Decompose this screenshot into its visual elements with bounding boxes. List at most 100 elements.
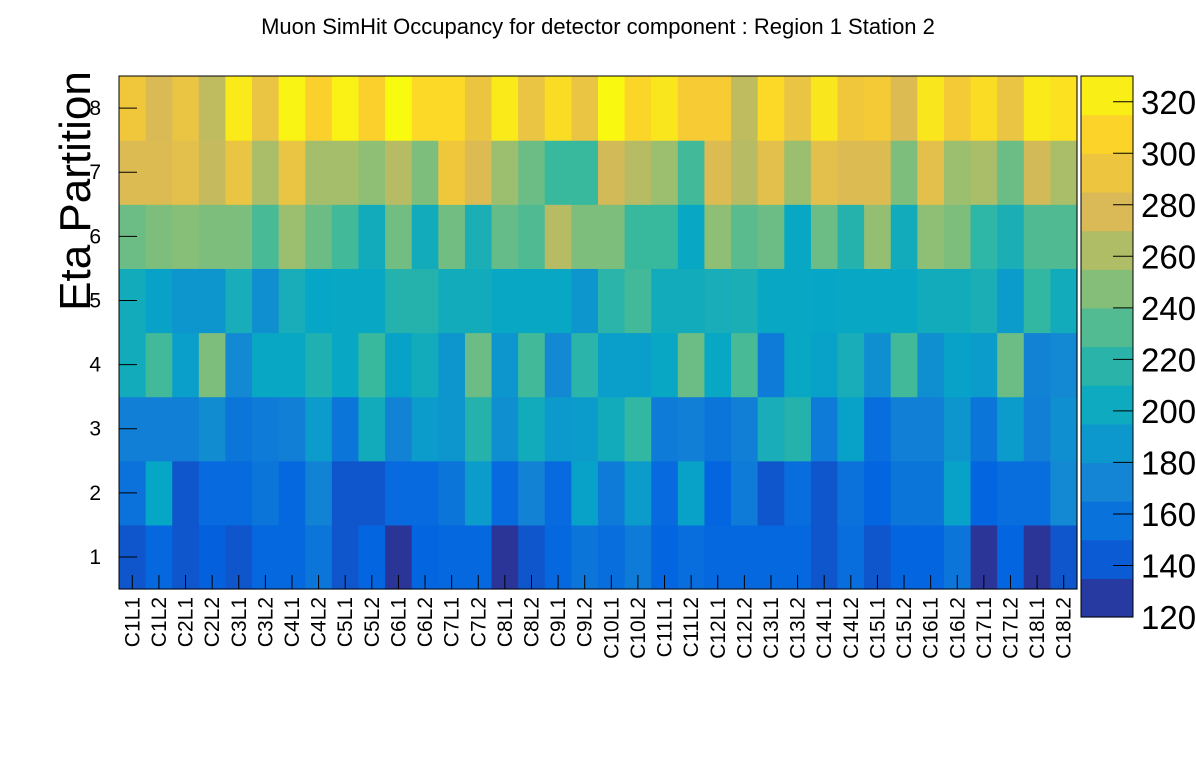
- heatmap-cell: [331, 76, 360, 141]
- y-tick-label: 5: [89, 289, 101, 312]
- color-scale-segment: [1081, 76, 1133, 116]
- heatmap-cell: [624, 140, 652, 205]
- heatmap-cell: [438, 332, 466, 398]
- x-tick-label: C4L2: [308, 597, 331, 647]
- x-tick-label: C17L2: [1000, 597, 1023, 659]
- heatmap-cell: [225, 268, 253, 334]
- heatmap-cell: [704, 460, 732, 526]
- heatmap-cell: [837, 140, 865, 205]
- heatmap-cell: [890, 460, 918, 526]
- x-tick-label: C12L2: [733, 597, 756, 659]
- heatmap-cell: [571, 76, 599, 141]
- color-scale-segment: [1081, 385, 1133, 425]
- heatmap-cell: [145, 268, 173, 334]
- heatmap-cell: [704, 76, 732, 141]
- color-scale-label: 240: [1141, 290, 1196, 327]
- heatmap-cell: [358, 460, 386, 526]
- color-scale-segment: [1081, 191, 1133, 232]
- heatmap-cell: [464, 140, 493, 205]
- heatmap-cell: [651, 396, 679, 462]
- heatmap-cell: [225, 332, 253, 398]
- heatmap-cell: [1050, 460, 1078, 526]
- heatmap-cell: [943, 140, 972, 205]
- heatmap-cell: [198, 332, 227, 398]
- heatmap-cell: [624, 204, 652, 269]
- x-tick-label: C2L1: [175, 597, 198, 647]
- x-tick-label: C7L1: [441, 597, 464, 647]
- y-tick-label: 1: [89, 546, 101, 569]
- heatmap-cell: [358, 396, 386, 462]
- x-tick-label: C10L2: [627, 597, 650, 659]
- x-tick-label: C18L1: [1026, 597, 1049, 659]
- heatmap-cell: [757, 204, 785, 269]
- heatmap-cell: [571, 140, 599, 205]
- color-scale-bar: [1080, 75, 1134, 618]
- heatmap-cell: [544, 268, 572, 334]
- heatmap-cell: [358, 268, 386, 334]
- x-tick-label: C13L2: [787, 597, 810, 659]
- heatmap-cell: [890, 396, 918, 462]
- heatmap-cell: [837, 268, 865, 334]
- heatmap-cell: [278, 332, 306, 398]
- heatmap-cell: [358, 140, 386, 205]
- heatmap-cell: [491, 76, 519, 141]
- heatmap-cell: [571, 204, 599, 269]
- heatmap-cell: [1023, 460, 1051, 526]
- color-scale-segment: [1081, 462, 1133, 502]
- heatmap-cell: [677, 140, 706, 205]
- heatmap-cell: [278, 396, 306, 462]
- color-scale-segment: [1081, 114, 1133, 154]
- x-tick-label: C1L2: [148, 597, 171, 647]
- heatmap-cell: [1050, 332, 1078, 398]
- heatmap-cell: [624, 396, 652, 462]
- x-tick-label: C11L2: [680, 597, 703, 657]
- heatmap-cell: [411, 332, 439, 398]
- x-tick-label: C6L1: [387, 597, 410, 647]
- color-scale-segment: [1081, 230, 1133, 270]
- heatmap-cell: [731, 396, 759, 462]
- heatmap-cell: [624, 268, 652, 334]
- heatmap-cell: [864, 460, 892, 526]
- heatmap-cell: [385, 332, 413, 398]
- heatmap-cell: [172, 204, 200, 269]
- heatmap-cell: [837, 76, 865, 141]
- color-scale-label: 180: [1141, 444, 1196, 481]
- x-tick-label: C13L1: [760, 597, 783, 659]
- color-scale-label: 120: [1141, 599, 1196, 636]
- heatmap-cell: [970, 268, 998, 334]
- x-tick-label: C17L1: [973, 597, 996, 659]
- heatmap-cell: [810, 460, 839, 526]
- heatmap-cell: [731, 332, 759, 398]
- heatmap-cell: [890, 268, 918, 334]
- color-scale-segment: [1081, 539, 1133, 579]
- heatmap-cells: [119, 76, 1078, 590]
- x-tick-label: C16L1: [920, 597, 943, 659]
- heatmap-cell: [757, 396, 785, 462]
- heatmap-cell: [1050, 204, 1078, 269]
- x-tick-label: C15L2: [893, 597, 916, 659]
- heatmap-cell: [917, 332, 945, 398]
- heatmap-cell: [145, 460, 173, 526]
- heatmap-cell: [172, 140, 200, 205]
- heatmap-cell: [864, 140, 892, 205]
- heatmap-cell: [518, 76, 546, 141]
- heatmap-cell: [943, 76, 972, 141]
- x-tick-label: C4L1: [281, 597, 304, 647]
- heatmap-cell: [491, 268, 519, 334]
- heatmap-cell: [757, 268, 785, 334]
- heatmap-cell: [544, 396, 572, 462]
- heatmap-cell: [943, 396, 972, 462]
- heatmap-cell: [677, 396, 706, 462]
- heatmap-cell: [624, 332, 652, 398]
- heatmap-cell: [810, 204, 839, 269]
- heatmap-cell: [917, 204, 945, 269]
- heatmap-cell: [331, 140, 360, 205]
- heatmap-cell: [198, 460, 227, 526]
- color-scale-segment: [1081, 423, 1133, 464]
- x-tick-label: C10L1: [600, 597, 623, 659]
- heatmap-cell: [438, 140, 466, 205]
- heatmap-cell: [491, 460, 519, 526]
- x-tick-label: C3L2: [254, 597, 277, 647]
- heatmap-cell: [943, 332, 972, 398]
